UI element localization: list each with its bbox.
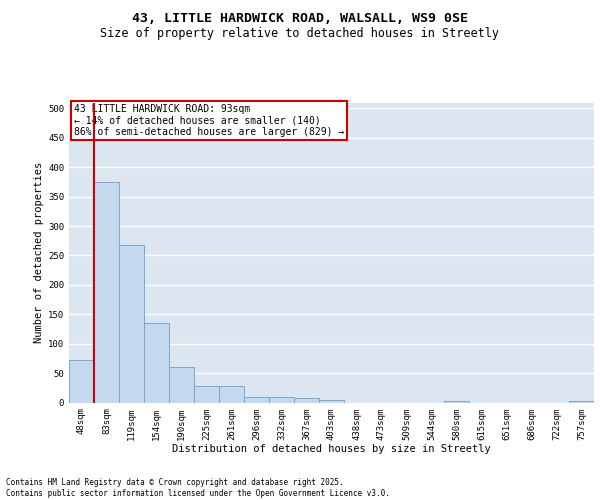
Text: Contains HM Land Registry data © Crown copyright and database right 2025.
Contai: Contains HM Land Registry data © Crown c…	[6, 478, 390, 498]
Text: 43, LITTLE HARDWICK ROAD, WALSALL, WS9 0SE: 43, LITTLE HARDWICK ROAD, WALSALL, WS9 0…	[132, 12, 468, 26]
Y-axis label: Number of detached properties: Number of detached properties	[34, 162, 44, 343]
Bar	[294, 398, 319, 402]
Bar	[219, 386, 244, 402]
Bar	[269, 396, 294, 402]
Text: Size of property relative to detached houses in Streetly: Size of property relative to detached ho…	[101, 28, 499, 40]
Bar	[194, 386, 219, 402]
Bar	[569, 400, 594, 402]
Bar	[94, 182, 119, 402]
Bar	[444, 400, 469, 402]
Bar	[319, 400, 344, 402]
Bar	[119, 246, 144, 402]
Bar	[144, 323, 169, 402]
X-axis label: Distribution of detached houses by size in Streetly: Distribution of detached houses by size …	[172, 444, 491, 454]
Text: 43 LITTLE HARDWICK ROAD: 93sqm
← 14% of detached houses are smaller (140)
86% of: 43 LITTLE HARDWICK ROAD: 93sqm ← 14% of …	[74, 104, 344, 137]
Bar	[244, 396, 269, 402]
Bar	[69, 360, 94, 403]
Bar	[169, 367, 194, 402]
